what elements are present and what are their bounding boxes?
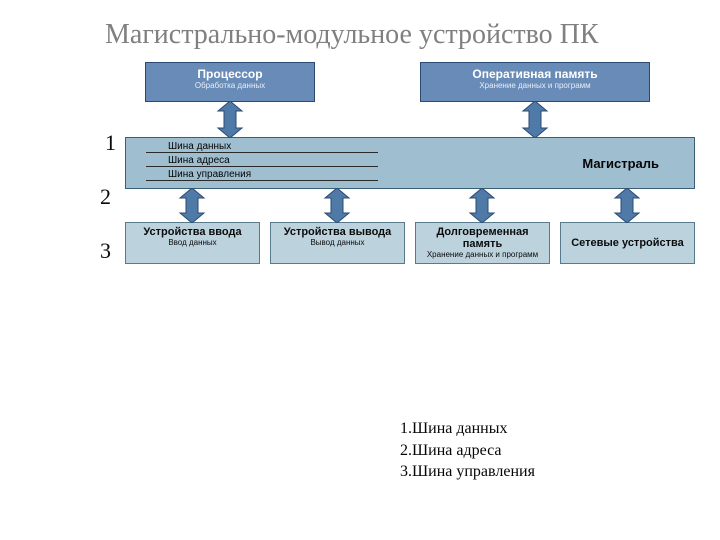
node-ram: Оперативная память Хранение данных и про… [420, 62, 650, 102]
bus-line-3: Шина управления [146, 169, 378, 181]
arrow-bus-output [315, 188, 359, 223]
node-cpu-title: Процессор [148, 67, 312, 81]
slide-title: Магистрально-модульное устройство ПК [0, 0, 720, 52]
node-output: Устройства вывода Вывод данных [270, 222, 405, 264]
bus-line-2: Шина адреса [146, 155, 378, 167]
node-ram-title: Оперативная память [423, 67, 647, 81]
bus-line-1: Шина данных [146, 141, 378, 153]
node-bus: Шина данных Шина адреса Шина управления … [125, 137, 695, 189]
node-storage-sub: Хранение данных и программ [418, 250, 547, 259]
legend-item-3: 3.Шина управления [400, 461, 535, 483]
node-input-title: Устройства ввода [128, 226, 257, 238]
node-storage-title: Долговременная память [418, 226, 547, 250]
side-number-1: 1 [105, 130, 116, 156]
node-cpu-sub: Обработка данных [148, 81, 312, 90]
node-output-title: Устройства вывода [273, 226, 402, 238]
node-net: Сетевые устройства [560, 222, 695, 264]
node-input-sub: Ввод данных [128, 238, 257, 247]
node-storage: Долговременная память Хранение данных и … [415, 222, 550, 264]
legend-item-1: 1.Шина данных [400, 418, 535, 440]
side-number-2: 2 [100, 184, 111, 210]
bus-label: Магистраль [582, 138, 659, 190]
architecture-diagram: Процессор Обработка данных Оперативная п… [125, 62, 700, 312]
slide: Магистрально-модульное устройство ПК 1 2… [0, 0, 720, 540]
side-number-3: 3 [100, 238, 111, 264]
arrow-bus-input [170, 188, 214, 223]
arrow-bus-net [605, 188, 649, 223]
legend-item-2: 2.Шина адреса [400, 440, 535, 462]
bus-lines: Шина данных Шина адреса Шина управления [146, 141, 378, 183]
node-input: Устройства ввода Ввод данных [125, 222, 260, 264]
arrow-cpu-bus [208, 101, 252, 138]
arrow-bus-storage [460, 188, 504, 223]
legend: 1.Шина данных 2.Шина адреса 3.Шина управ… [400, 418, 535, 483]
node-output-sub: Вывод данных [273, 238, 402, 247]
node-net-title: Сетевые устройства [571, 237, 684, 249]
node-ram-sub: Хранение данных и программ [423, 81, 647, 90]
arrow-ram-bus [513, 101, 557, 138]
node-cpu: Процессор Обработка данных [145, 62, 315, 102]
